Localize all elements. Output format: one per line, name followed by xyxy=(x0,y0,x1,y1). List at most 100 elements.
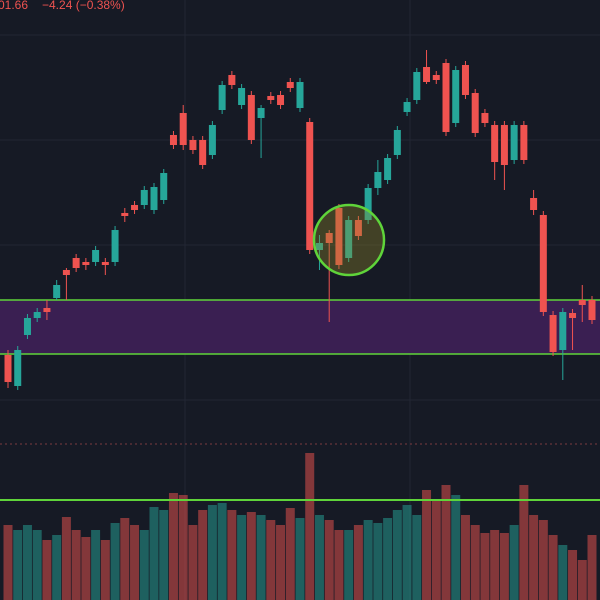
volume-bar xyxy=(558,545,568,600)
candle-body xyxy=(62,270,70,275)
candle-body xyxy=(72,258,80,268)
volume-bar xyxy=(422,490,432,600)
volume-pane xyxy=(0,453,600,600)
volume-bar xyxy=(246,512,256,600)
volume-bar xyxy=(13,530,23,600)
volume-bar xyxy=(3,525,13,600)
volume-bar xyxy=(42,540,52,600)
volume-bar xyxy=(402,505,412,600)
volume-bar xyxy=(509,525,519,600)
candle-body xyxy=(481,113,489,123)
candle-body xyxy=(403,102,411,112)
candle-body xyxy=(335,208,343,265)
volume-bar xyxy=(538,520,548,600)
volume-bar xyxy=(110,523,120,600)
volume-bar xyxy=(91,530,101,600)
candle-body xyxy=(150,187,158,210)
candle-body xyxy=(189,140,197,150)
candle-body xyxy=(500,125,508,165)
volume-bar xyxy=(519,485,529,600)
volume-bar xyxy=(139,530,149,600)
candle-body xyxy=(578,300,586,305)
volume-bar xyxy=(120,518,130,600)
candle-body xyxy=(432,75,440,80)
candle-body xyxy=(549,315,557,352)
volume-bar xyxy=(460,515,470,600)
volume-bar xyxy=(383,518,393,600)
volume-bar xyxy=(568,550,578,600)
volume-bar xyxy=(324,520,334,600)
candle-body xyxy=(53,285,61,298)
volume-bar xyxy=(217,503,227,600)
candle-body xyxy=(452,70,460,123)
candles xyxy=(4,50,596,390)
candle-body xyxy=(4,355,12,382)
candle-body xyxy=(413,72,421,100)
candle-body xyxy=(218,85,226,110)
candle-body xyxy=(238,88,246,105)
volume-bar xyxy=(32,530,42,600)
header-change: −4.24 (−0.38%) xyxy=(42,0,125,12)
volume-bar xyxy=(451,495,461,600)
highlight-circle xyxy=(312,203,386,277)
volume-bar xyxy=(577,560,587,600)
volume-bar xyxy=(529,515,539,600)
volume-bar xyxy=(71,530,81,600)
volume-bar xyxy=(266,520,276,600)
candle-body xyxy=(364,188,372,220)
volume-bar xyxy=(168,493,178,600)
candle-body xyxy=(393,130,401,155)
candle-body xyxy=(43,308,51,312)
volume-bar xyxy=(22,525,32,600)
volume-bar xyxy=(373,523,383,600)
candle-body xyxy=(179,113,187,145)
volume-bar xyxy=(334,530,344,600)
zone xyxy=(0,299,600,355)
candle-body xyxy=(588,300,596,320)
candle-body xyxy=(345,220,353,258)
volume-bar xyxy=(159,510,169,600)
volume-bar xyxy=(548,535,558,600)
candle-body xyxy=(461,65,469,95)
volume-bar xyxy=(178,495,188,600)
volume-bar xyxy=(100,540,110,600)
volume-bar xyxy=(237,515,247,600)
volume-bar xyxy=(412,515,422,600)
volume-bar xyxy=(207,505,217,600)
candle-body xyxy=(569,313,577,318)
volume-bar xyxy=(227,510,237,600)
header-price: 01.66 xyxy=(0,0,28,12)
volume-bar xyxy=(256,515,266,600)
volume-bar xyxy=(353,525,363,600)
candle-body xyxy=(121,213,129,216)
volume-bar xyxy=(276,525,286,600)
volume-bar xyxy=(344,530,354,600)
volume-bar xyxy=(431,500,441,600)
candle-body xyxy=(296,82,304,108)
candle-body xyxy=(354,220,362,236)
candle-body xyxy=(374,172,382,188)
candle-body xyxy=(92,250,100,262)
volume-bar xyxy=(499,533,509,600)
candle-body xyxy=(286,82,294,88)
candle-body xyxy=(82,262,90,265)
candle-body xyxy=(33,312,41,318)
zone-band xyxy=(0,300,600,354)
volume-bar xyxy=(52,535,62,600)
candle-body xyxy=(306,122,314,250)
candle-body xyxy=(267,96,275,100)
volume-bar xyxy=(314,515,324,600)
volume-bar xyxy=(188,525,198,600)
volume-bar xyxy=(441,485,451,600)
volume-bar xyxy=(392,510,402,600)
volume-bar xyxy=(130,525,140,600)
candle-body xyxy=(101,262,109,265)
volume-bar xyxy=(149,507,159,600)
candle-body xyxy=(510,125,518,160)
volume-bar xyxy=(470,525,480,600)
candle-body xyxy=(228,75,236,85)
candle-body xyxy=(530,198,538,210)
candle-body xyxy=(111,230,119,262)
